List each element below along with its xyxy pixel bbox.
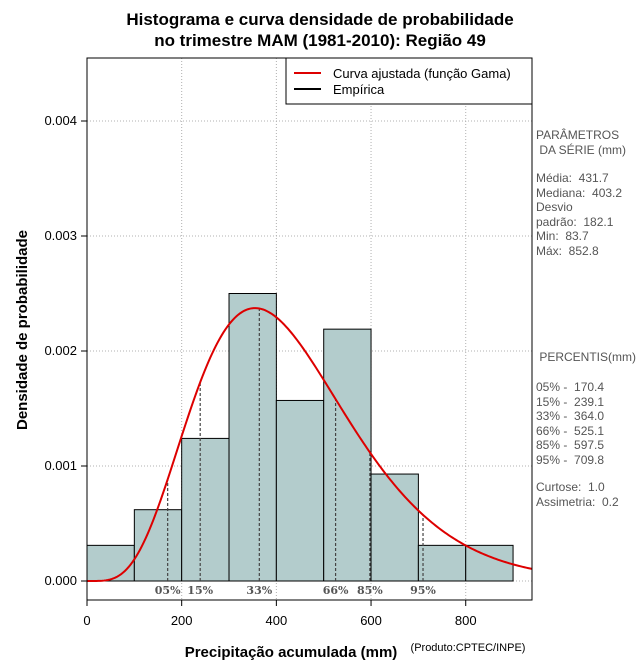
percentile-line: 15% - 239.1 — [536, 394, 605, 409]
percentile-line: 33% - 364.0 — [536, 409, 605, 423]
y-tick-label: 0.002 — [44, 343, 77, 358]
histogram-bar — [323, 328, 372, 582]
chart-title-line1: Histograma e curva densidade de probabil… — [126, 10, 514, 29]
skewness-line: Assimetria: 0.2 — [536, 494, 619, 509]
percentile-label: 95% — [410, 584, 436, 597]
percentile-label: 05% — [155, 584, 181, 597]
stat-line: Min: 83.7 — [536, 229, 589, 243]
stat-line: Média: 431.7 — [536, 171, 609, 185]
percentile-line: 05% - 170.4 — [536, 380, 605, 394]
stat-line: padrão: 182.1 — [536, 214, 614, 229]
percentile-line: 66% - 525.1 — [536, 423, 605, 438]
y-tick-label: 0.001 — [44, 458, 77, 473]
histogram-bar — [181, 437, 230, 582]
x-tick-label: 600 — [360, 613, 382, 628]
legend-label-empirica: Empírica — [333, 82, 385, 97]
stat-line: Mediana: 403.2 — [536, 185, 623, 200]
legend-box — [285, 57, 533, 105]
x-tick-label: 800 — [455, 613, 477, 628]
legend-label-gamma: Curva ajustada (função Gama) — [333, 66, 511, 81]
percentile-label: 33% — [246, 584, 272, 597]
percentile-label: 85% — [357, 584, 383, 597]
kurtosis-line: Curtose: 1.0 — [536, 480, 605, 494]
histogram-bar — [370, 473, 419, 582]
histogram-bar — [86, 544, 135, 582]
percentile-header: PERCENTIS(mm) — [536, 350, 636, 364]
percentile-label: 15% — [187, 584, 213, 597]
percentile-line: 85% - 597.5 — [536, 438, 605, 452]
x-tick-label: 400 — [266, 613, 288, 628]
stat-line: Desvio — [536, 200, 573, 214]
x-tick-label: 200 — [171, 613, 193, 628]
y-tick-label: 0.004 — [44, 113, 77, 128]
stats-header-2: DA SÉRIE (mm) — [536, 142, 627, 157]
percentile-label: 66% — [323, 584, 349, 597]
histogram-bar — [228, 293, 277, 582]
x-tick-label: 0 — [83, 613, 90, 628]
y-tick-label: 0.000 — [44, 573, 77, 588]
histogram-bar — [465, 544, 514, 582]
chart-title-line2: no trimestre MAM (1981-2010): Região 49 — [154, 31, 486, 50]
stats-header-1: PARÂMETROS — [536, 128, 620, 142]
credit-label: (Produto:CPTEC/INPE) — [411, 642, 526, 654]
legend: Curva ajustada (função Gama) Empírica — [285, 57, 533, 105]
percentile-lines — [167, 308, 424, 581]
stat-line: Máx: 852.8 — [536, 243, 599, 258]
axes: 0 200 400 600 800 0.000 0.001 0.002 0.003 0.004 — [44, 113, 476, 628]
histogram-bars — [86, 293, 514, 582]
histogram-bar — [275, 399, 325, 582]
histogram-bar — [417, 544, 467, 582]
y-axis-label: Densidade de probabilidade — [14, 230, 31, 430]
gamma-density-curve — [87, 307, 533, 582]
y-tick-label: 0.003 — [44, 228, 77, 243]
x-axis-label: Precipitação acumulada (mm) — [185, 644, 398, 660]
percentile-labels: 05% 15% 33% 66% 85% 95% — [155, 584, 437, 597]
percentile-line: 95% - 709.8 — [536, 452, 605, 467]
